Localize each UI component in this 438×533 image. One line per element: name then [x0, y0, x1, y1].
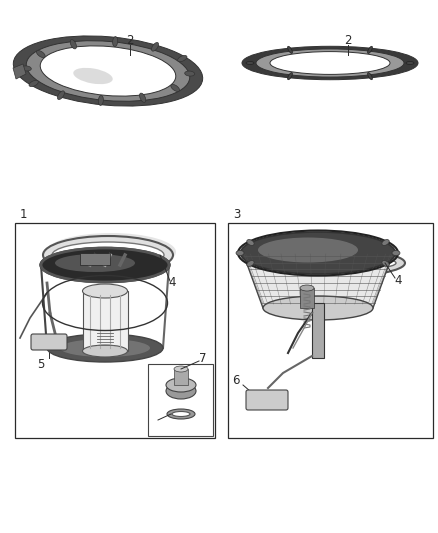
Ellipse shape	[46, 233, 176, 271]
Ellipse shape	[140, 93, 146, 102]
Ellipse shape	[40, 46, 176, 96]
Bar	[300, 288, 314, 308]
Ellipse shape	[82, 345, 127, 357]
Ellipse shape	[185, 71, 194, 76]
Ellipse shape	[21, 66, 31, 71]
Ellipse shape	[152, 43, 159, 51]
Text: 2: 2	[126, 35, 134, 47]
Ellipse shape	[166, 378, 196, 392]
Text: 3: 3	[233, 208, 240, 221]
Ellipse shape	[247, 239, 254, 246]
Ellipse shape	[40, 247, 170, 282]
Ellipse shape	[382, 239, 389, 246]
Ellipse shape	[264, 255, 396, 271]
Ellipse shape	[52, 242, 164, 268]
Ellipse shape	[29, 80, 39, 86]
Ellipse shape	[13, 36, 203, 106]
Ellipse shape	[82, 284, 127, 298]
Ellipse shape	[406, 61, 414, 64]
Ellipse shape	[247, 261, 254, 266]
Ellipse shape	[288, 72, 293, 80]
Bar	[15, 223, 215, 438]
Bar	[80, 253, 110, 265]
Bar	[148, 364, 213, 436]
Bar	[312, 303, 324, 358]
Ellipse shape	[300, 285, 314, 291]
Text: 8: 8	[149, 416, 157, 429]
Ellipse shape	[172, 411, 190, 416]
Ellipse shape	[36, 51, 45, 58]
Text: 5: 5	[37, 359, 45, 372]
Ellipse shape	[174, 366, 188, 372]
Ellipse shape	[367, 72, 372, 80]
Ellipse shape	[288, 46, 293, 53]
Text: 6: 6	[232, 375, 240, 387]
Ellipse shape	[47, 334, 163, 362]
Ellipse shape	[167, 409, 195, 419]
Polygon shape	[13, 64, 26, 79]
Text: 7: 7	[199, 351, 207, 365]
Ellipse shape	[113, 37, 118, 46]
Text: 4: 4	[394, 274, 402, 287]
Ellipse shape	[73, 68, 113, 84]
Ellipse shape	[242, 46, 418, 80]
Bar	[174, 369, 188, 385]
Ellipse shape	[60, 339, 150, 357]
Ellipse shape	[26, 41, 190, 101]
Ellipse shape	[178, 55, 187, 62]
Ellipse shape	[255, 249, 405, 277]
Bar	[228, 223, 433, 438]
Text: 4: 4	[168, 277, 176, 289]
Ellipse shape	[55, 254, 135, 272]
Ellipse shape	[382, 261, 389, 266]
Ellipse shape	[43, 236, 173, 274]
Ellipse shape	[263, 296, 373, 320]
Ellipse shape	[367, 46, 372, 53]
Ellipse shape	[236, 251, 244, 255]
Ellipse shape	[246, 61, 254, 64]
Bar	[83, 291, 128, 351]
Ellipse shape	[256, 49, 404, 77]
FancyBboxPatch shape	[246, 390, 288, 410]
Ellipse shape	[70, 39, 77, 49]
FancyBboxPatch shape	[31, 334, 67, 350]
Ellipse shape	[240, 232, 396, 274]
Ellipse shape	[57, 91, 64, 100]
Ellipse shape	[171, 84, 180, 92]
Ellipse shape	[392, 251, 400, 255]
Text: 2: 2	[344, 35, 352, 47]
Ellipse shape	[258, 238, 358, 262]
Polygon shape	[243, 253, 393, 308]
Text: 1: 1	[20, 208, 28, 221]
Ellipse shape	[166, 383, 196, 399]
Ellipse shape	[98, 95, 103, 106]
Ellipse shape	[270, 52, 390, 75]
